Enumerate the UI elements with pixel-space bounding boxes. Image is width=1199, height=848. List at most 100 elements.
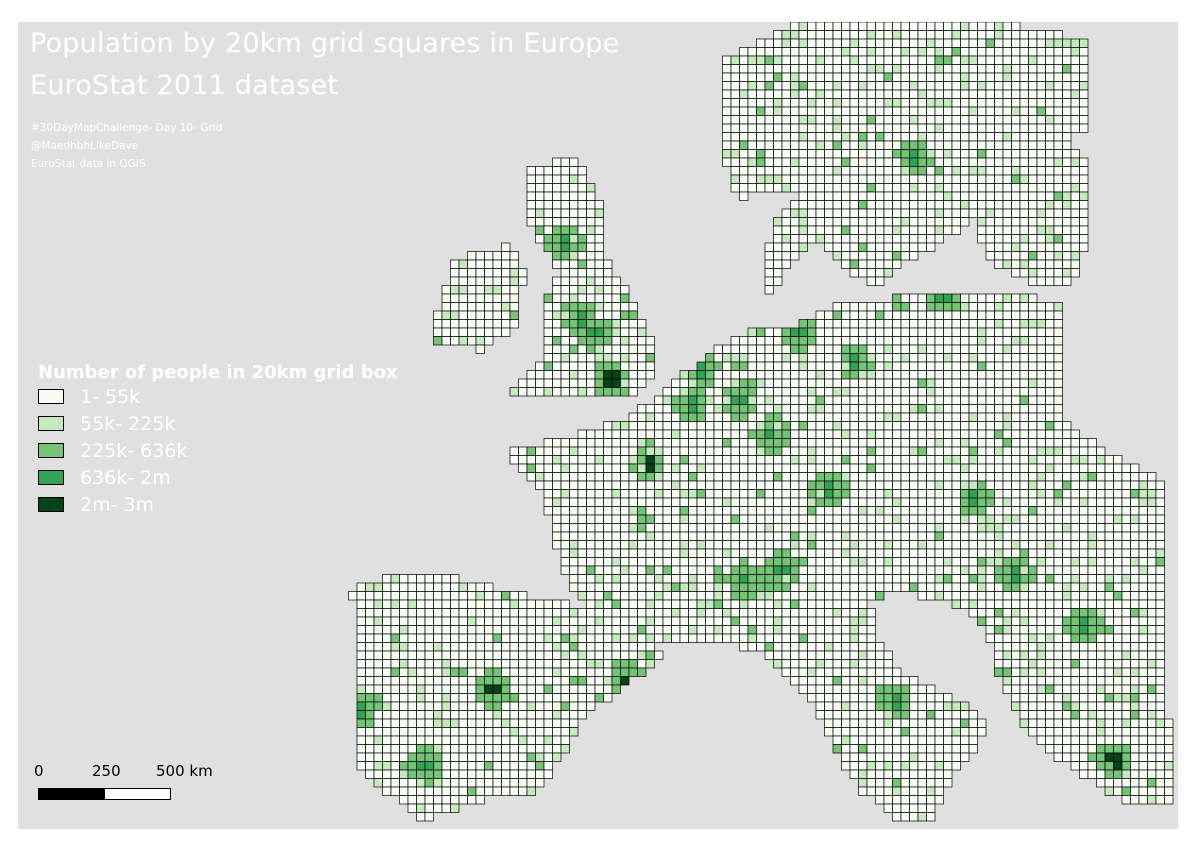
grid-cell bbox=[475, 591, 485, 601]
grid-cell bbox=[960, 489, 970, 499]
grid-cell bbox=[951, 523, 961, 533]
grid-cell bbox=[577, 353, 587, 363]
grid-cell bbox=[943, 98, 953, 108]
grid-cell bbox=[858, 378, 868, 388]
grid-cell bbox=[994, 319, 1004, 329]
grid-cell bbox=[943, 81, 953, 91]
grid-cell bbox=[458, 752, 468, 762]
grid-cell bbox=[433, 769, 443, 779]
grid-cell bbox=[1011, 22, 1021, 31]
grid-cell bbox=[892, 489, 902, 499]
grid-cell bbox=[883, 64, 893, 74]
grid-cell bbox=[858, 81, 868, 91]
grid-cell bbox=[917, 438, 927, 448]
grid-cell bbox=[356, 718, 366, 728]
grid-cell bbox=[1045, 429, 1055, 439]
grid-cell bbox=[773, 64, 783, 74]
grid-cell bbox=[781, 336, 791, 346]
grid-cell bbox=[747, 599, 757, 609]
grid-cell bbox=[1104, 625, 1114, 635]
grid-cell bbox=[1087, 531, 1097, 541]
grid-cell bbox=[1087, 548, 1097, 558]
grid-cell bbox=[985, 361, 995, 371]
grid-cell bbox=[849, 251, 859, 261]
grid-cell bbox=[917, 557, 927, 567]
grid-cell bbox=[968, 174, 978, 184]
grid-cell bbox=[399, 761, 409, 771]
grid-cell bbox=[526, 599, 536, 609]
grid-cell bbox=[994, 353, 1004, 363]
grid-cell bbox=[1087, 582, 1097, 592]
grid-cell bbox=[1045, 412, 1055, 422]
grid-cell bbox=[577, 625, 587, 635]
grid-cell bbox=[713, 378, 723, 388]
grid-cell bbox=[773, 489, 783, 499]
grid-cell bbox=[1121, 497, 1131, 507]
grid-cell bbox=[926, 106, 936, 116]
grid-cell bbox=[1079, 115, 1089, 125]
grid-cell bbox=[926, 421, 936, 431]
grid-cell bbox=[484, 327, 494, 337]
grid-cell bbox=[875, 200, 885, 210]
grid-cell bbox=[832, 98, 842, 108]
grid-cell bbox=[875, 548, 885, 558]
grid-cell bbox=[773, 225, 783, 235]
grid-cell bbox=[1121, 565, 1131, 575]
grid-cell bbox=[1019, 72, 1029, 82]
grid-map[interactable] bbox=[18, 22, 1178, 829]
grid-cell bbox=[433, 336, 443, 346]
grid-cell bbox=[832, 89, 842, 99]
grid-cell bbox=[1147, 752, 1157, 762]
grid-cell bbox=[943, 404, 953, 414]
grid-cell bbox=[858, 650, 868, 660]
grid-cell bbox=[543, 472, 553, 482]
grid-cell bbox=[594, 693, 604, 703]
grid-cell bbox=[1028, 234, 1038, 244]
grid-cell bbox=[1019, 268, 1029, 278]
grid-cell bbox=[849, 89, 859, 99]
grid-cell bbox=[603, 302, 613, 312]
grid-cell bbox=[586, 285, 596, 295]
grid-cell bbox=[509, 285, 519, 295]
grid-cell bbox=[866, 140, 876, 150]
grid-cell bbox=[841, 174, 851, 184]
grid-cell bbox=[994, 225, 1004, 235]
grid-cell bbox=[900, 336, 910, 346]
grid-cell bbox=[1113, 608, 1123, 618]
grid-cell bbox=[552, 259, 562, 269]
grid-cell bbox=[824, 174, 834, 184]
grid-cell bbox=[764, 540, 774, 550]
grid-cell bbox=[883, 132, 893, 142]
grid-cell bbox=[1087, 523, 1097, 533]
grid-cell bbox=[552, 191, 562, 201]
grid-cell bbox=[594, 268, 604, 278]
grid-cell bbox=[824, 506, 834, 516]
grid-cell bbox=[1002, 438, 1012, 448]
grid-cell bbox=[424, 574, 434, 584]
grid-cell bbox=[807, 625, 817, 635]
grid-cell bbox=[552, 353, 562, 363]
grid-cell bbox=[756, 378, 766, 388]
grid-cell bbox=[781, 540, 791, 550]
grid-cell bbox=[484, 259, 494, 269]
grid-cell bbox=[892, 565, 902, 575]
grid-cell bbox=[756, 327, 766, 337]
grid-cell bbox=[637, 446, 647, 456]
grid-cell bbox=[543, 200, 553, 210]
grid-cell bbox=[492, 285, 502, 295]
grid-cell bbox=[603, 276, 613, 286]
grid-cell bbox=[441, 302, 451, 312]
grid-cell bbox=[467, 625, 477, 635]
grid-cell bbox=[968, 489, 978, 499]
grid-cell bbox=[994, 472, 1004, 482]
grid-cell bbox=[849, 574, 859, 584]
grid-cell bbox=[1130, 616, 1140, 626]
grid-cell bbox=[781, 157, 791, 167]
grid-cell bbox=[875, 132, 885, 142]
grid-cell bbox=[705, 387, 715, 397]
grid-cell bbox=[1096, 523, 1106, 533]
grid-cell bbox=[866, 132, 876, 142]
grid-cell bbox=[849, 200, 859, 210]
grid-cell bbox=[917, 64, 927, 74]
grid-cell bbox=[1070, 591, 1080, 601]
